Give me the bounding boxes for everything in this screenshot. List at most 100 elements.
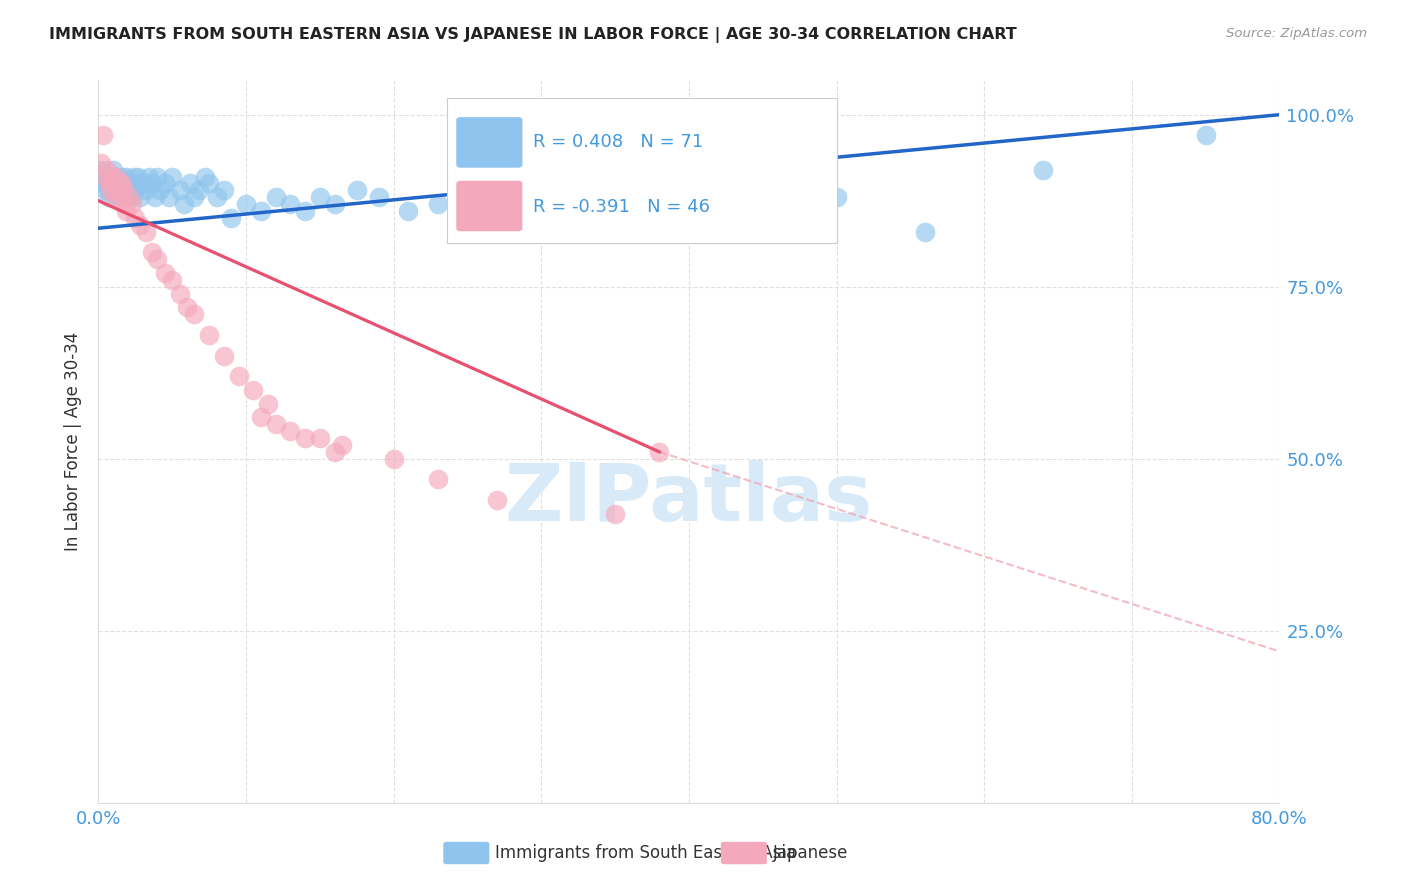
Point [398, 204, 420, 219]
Text: R = 0.408   N = 71: R = 0.408 N = 71 [533, 134, 703, 152]
Point [250, 204, 273, 219]
Point [118, 183, 141, 197]
FancyBboxPatch shape [457, 117, 523, 168]
Point [187, 183, 209, 197]
Point [100, 177, 122, 191]
Point [346, 183, 368, 197]
Point [141, 177, 163, 191]
Point [91, 128, 114, 143]
Point [112, 183, 135, 197]
Point [546, 190, 568, 204]
Point [100, 169, 122, 184]
Point [242, 383, 264, 397]
Point [105, 169, 128, 184]
FancyBboxPatch shape [457, 181, 523, 231]
Point [128, 218, 150, 232]
Point [486, 493, 509, 508]
Point [914, 225, 936, 239]
Point [1195, 128, 1218, 143]
Point [176, 301, 198, 315]
Point [146, 169, 169, 184]
Point [153, 266, 176, 280]
Point [115, 169, 138, 184]
Text: ZIPatlas: ZIPatlas [505, 460, 873, 539]
Point [125, 177, 148, 191]
Point [97, 190, 120, 204]
Point [205, 190, 228, 204]
Point [141, 245, 163, 260]
Point [90, 162, 112, 177]
Y-axis label: In Labor Force | Age 30-34: In Labor Force | Age 30-34 [65, 332, 83, 551]
Point [138, 169, 160, 184]
Point [124, 183, 146, 197]
Point [117, 177, 139, 191]
Point [98, 183, 121, 197]
Point [648, 445, 671, 459]
Point [90, 156, 112, 170]
Point [121, 197, 143, 211]
Point [135, 225, 157, 239]
Point [96, 177, 118, 191]
FancyBboxPatch shape [447, 98, 837, 243]
Point [157, 190, 180, 204]
Text: Japanese: Japanese [773, 844, 848, 862]
Point [235, 197, 257, 211]
Text: Immigrants from South Eastern Asia: Immigrants from South Eastern Asia [495, 844, 796, 862]
Point [98, 169, 121, 184]
Point [486, 183, 509, 197]
Point [368, 190, 391, 204]
Point [173, 197, 195, 211]
Point [257, 397, 280, 411]
Point [516, 197, 538, 211]
Point [457, 190, 479, 204]
Point [264, 190, 287, 204]
Point [427, 472, 450, 486]
Point [162, 273, 183, 287]
Point [93, 169, 115, 184]
Point [132, 177, 155, 191]
Point [96, 162, 118, 177]
Point [135, 183, 157, 197]
Point [108, 177, 131, 191]
Point [169, 183, 191, 197]
Point [766, 183, 789, 197]
Point [127, 169, 149, 184]
Point [250, 410, 273, 425]
Point [221, 211, 243, 225]
Point [110, 183, 132, 197]
Point [105, 169, 128, 184]
Point [114, 197, 136, 211]
Point [94, 169, 117, 184]
Point [280, 424, 302, 438]
Point [427, 197, 450, 211]
Point [309, 190, 332, 204]
Point [120, 177, 142, 191]
Point [97, 177, 120, 191]
Point [309, 431, 332, 445]
Point [118, 190, 141, 204]
Point [294, 204, 316, 219]
Point [104, 190, 127, 204]
Point [143, 190, 166, 204]
Text: R = -0.391   N = 46: R = -0.391 N = 46 [533, 198, 710, 216]
Point [103, 162, 125, 177]
Point [330, 438, 353, 452]
Point [162, 169, 183, 184]
Point [183, 190, 205, 204]
Point [294, 431, 316, 445]
Point [264, 417, 287, 432]
Point [111, 169, 134, 184]
Point [198, 177, 221, 191]
Point [825, 190, 848, 204]
Point [280, 197, 302, 211]
Point [108, 177, 131, 191]
Point [107, 183, 129, 197]
Point [112, 177, 135, 191]
Point [183, 307, 205, 321]
Point [114, 190, 136, 204]
Point [323, 445, 346, 459]
Point [194, 169, 217, 184]
FancyBboxPatch shape [721, 842, 766, 864]
Point [94, 183, 117, 197]
Point [103, 177, 125, 191]
